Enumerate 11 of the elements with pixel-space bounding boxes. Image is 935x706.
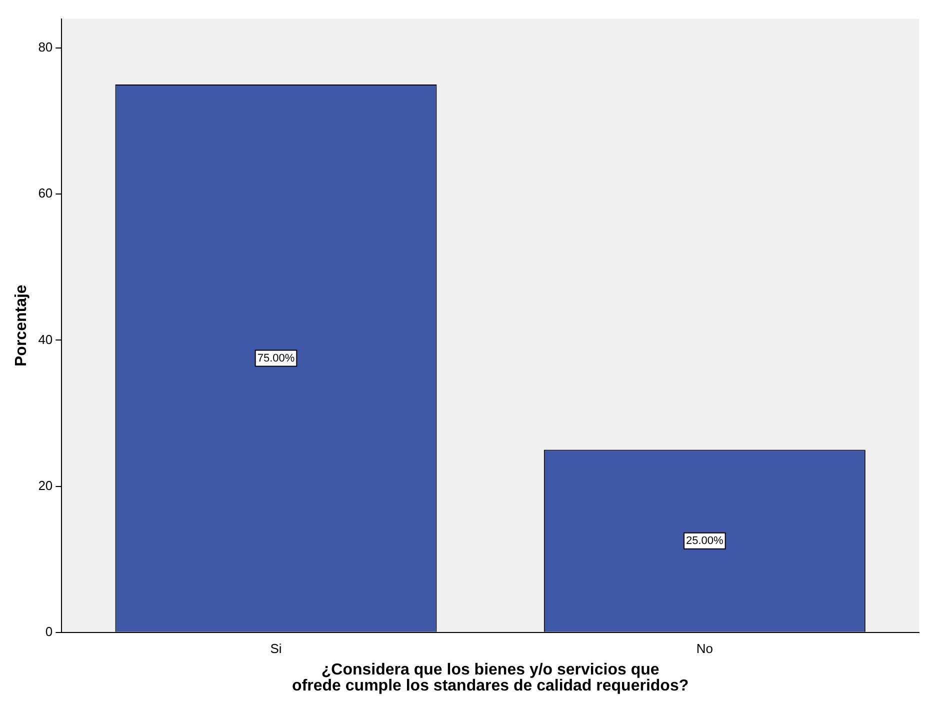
y-axis-title: Porcentaje [13,284,30,367]
data-label: 25.00% [686,534,724,547]
data-label: 75.00% [257,352,295,364]
x-tick-label: No [696,640,713,656]
x-tick-label: Si [270,640,282,656]
y-tick-label: 40 [38,332,53,347]
y-tick-label: 60 [38,186,53,201]
y-tick-label: 0 [45,624,53,639]
y-tick-label: 80 [38,40,53,55]
y-tick-label: 20 [38,478,53,493]
x-axis-title: ¿Considera que los bienes y/o servicios que ofrede cumple los standares de calidad requeridos? [292,661,689,694]
